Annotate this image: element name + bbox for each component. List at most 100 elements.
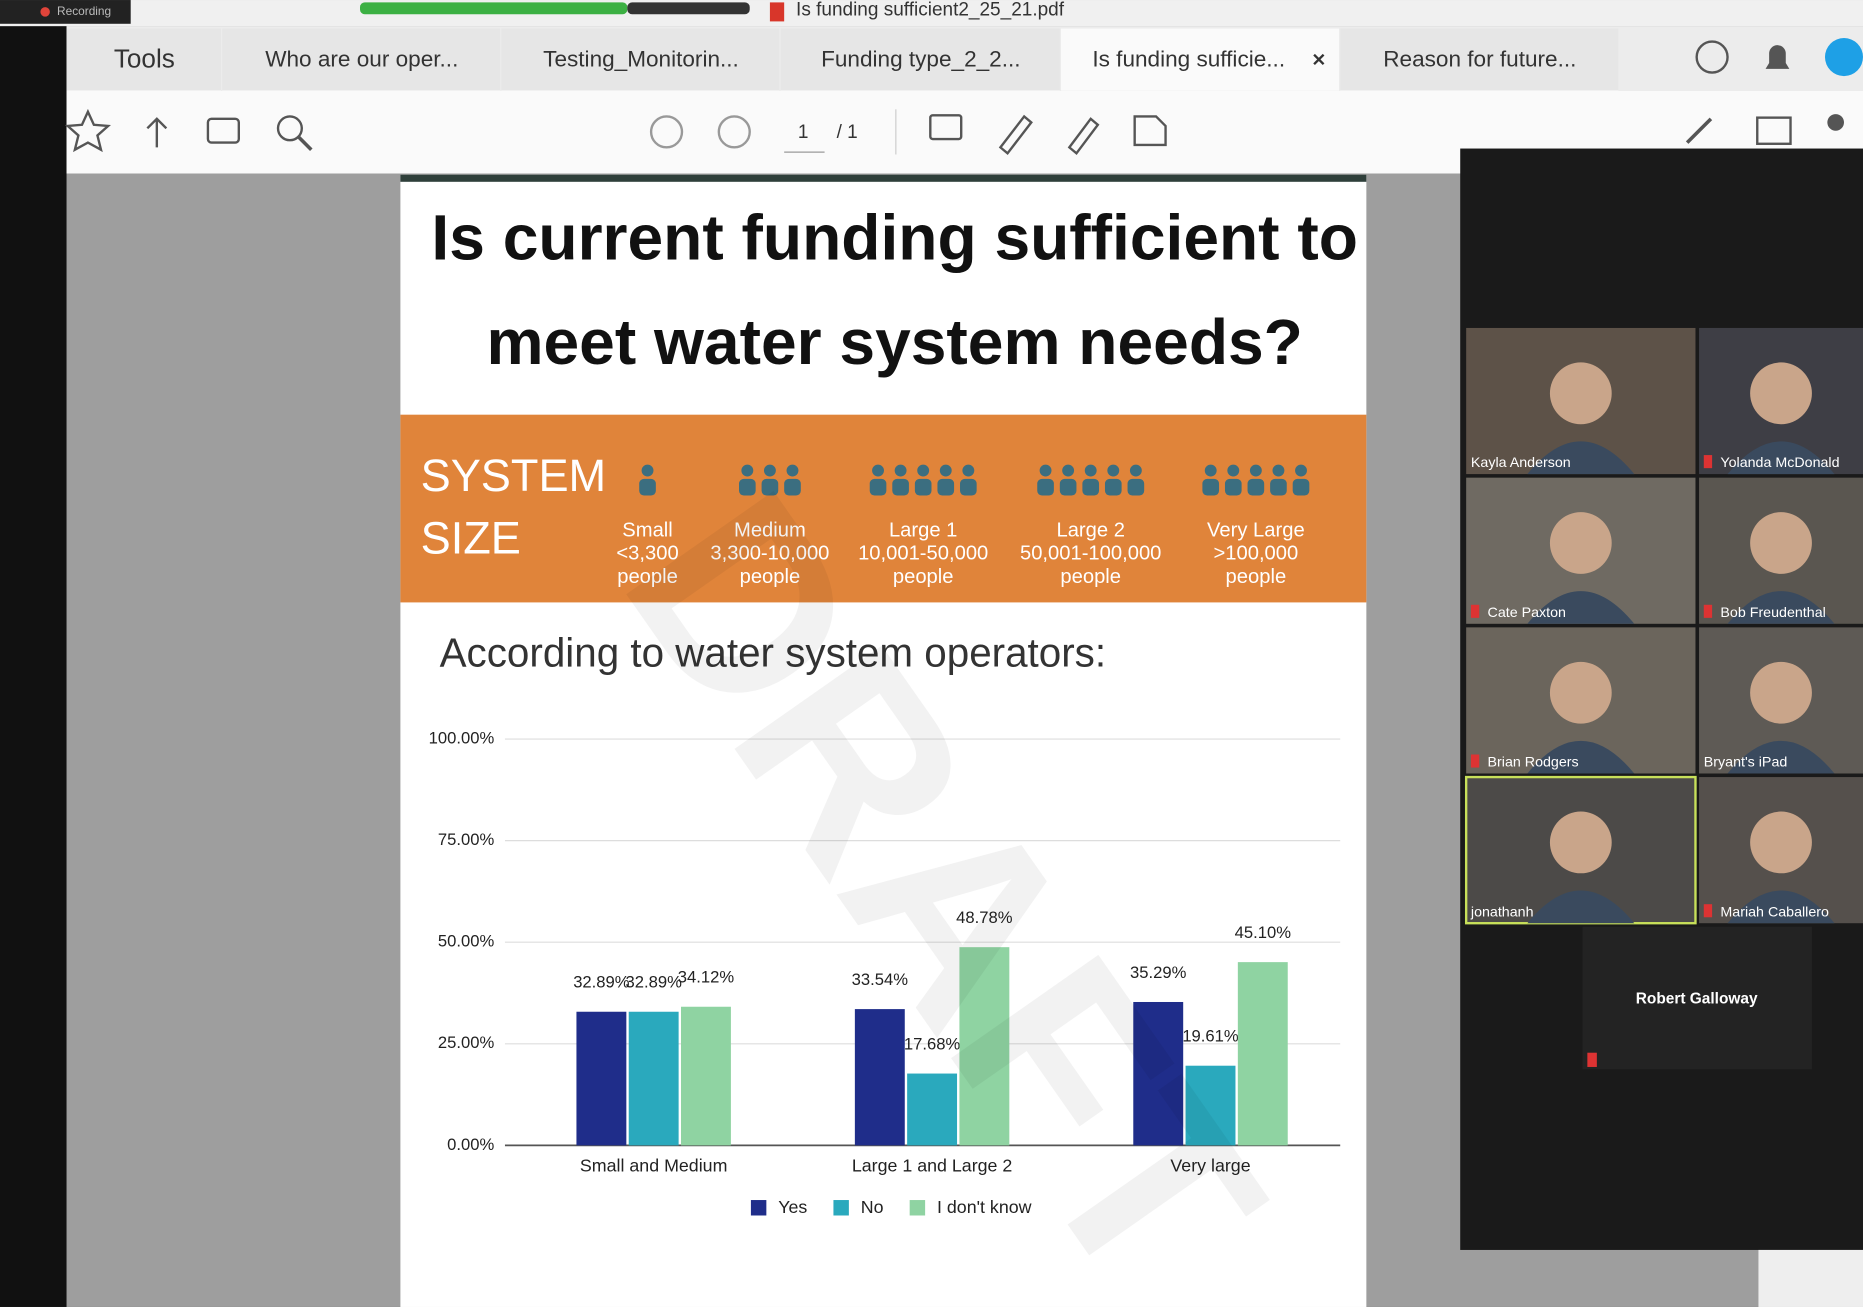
slide-title: meet water system needs? [486, 306, 1302, 378]
person-icon [1062, 465, 1074, 477]
mute-icon [1704, 605, 1712, 618]
person-icon [1270, 479, 1287, 496]
participant-name: Cate Paxton [1488, 605, 1566, 621]
slide-top-rule [400, 175, 1366, 182]
person-icon [639, 479, 656, 496]
participant-name: Bryant's iPad [1704, 755, 1788, 771]
person-icon [895, 465, 907, 477]
video-face [1750, 812, 1812, 874]
person-icon [1202, 479, 1219, 496]
mute-icon [1471, 605, 1479, 618]
video-face [1550, 362, 1612, 424]
person-icon [892, 479, 909, 496]
person-icon [872, 465, 884, 477]
left-strip [0, 0, 67, 1307]
bar [576, 1012, 626, 1146]
tab-label[interactable]: Is funding sufficie... [1092, 47, 1285, 72]
bar [629, 1012, 679, 1146]
status-pill [360, 2, 627, 14]
y-tick-label: 0.00% [447, 1135, 494, 1154]
value-label: 32.89% [625, 973, 682, 992]
size-label: people [1226, 566, 1287, 588]
size-label: Large 1 [889, 519, 957, 541]
page: Screenshot {"recording": "Recording", "f… [0, 0, 1863, 1307]
page-input[interactable]: 1 [798, 122, 809, 143]
avatar[interactable] [1825, 38, 1863, 76]
size-label: people [1060, 566, 1121, 588]
tab-label[interactable]: Funding type_2_2... [821, 47, 1020, 72]
mute-icon [1704, 455, 1712, 468]
video-face [1550, 662, 1612, 724]
size-label: Large 2 [1056, 519, 1124, 541]
pdf-icon [770, 2, 784, 21]
person-icon [1107, 465, 1119, 477]
person-icon [1105, 479, 1122, 496]
participant-name: Brian Rodgers [1488, 755, 1579, 771]
legend-label: No [861, 1197, 884, 1217]
value-label: 32.89% [573, 973, 630, 992]
size-label: Small [622, 519, 672, 541]
person-icon [1128, 479, 1145, 496]
tab-label[interactable]: Testing_Monitorin... [543, 47, 739, 72]
person-icon [915, 479, 932, 496]
person-icon [1037, 479, 1054, 496]
tab-label[interactable]: Who are our oper... [265, 47, 458, 72]
person-icon [1225, 479, 1242, 496]
recording-dot [40, 7, 50, 17]
person-icon [1082, 479, 1099, 496]
banner-label: SIZE [421, 513, 521, 564]
person-icon [1293, 479, 1310, 496]
body: Recording Is funding sufficient2_25_21.p… [0, 0, 1863, 1307]
banner-label: SYSTEM [421, 450, 607, 501]
screenshot: Recording Is funding sufficient2_25_21.p… [0, 0, 1863, 1307]
status-pill [627, 2, 749, 14]
y-tick-label: 75.00% [438, 830, 495, 849]
participant-name: Mariah Caballero [1720, 904, 1829, 920]
x-tick-label: Small and Medium [580, 1155, 728, 1175]
tabs: Tools Who are our oper... Testing_Monitori… [67, 29, 1619, 91]
legend-label: Yes [778, 1197, 807, 1217]
person-icon [1130, 465, 1142, 477]
person-icon [1227, 465, 1239, 477]
mute-icon [1471, 754, 1479, 767]
size-label: 50,001-100,000 [1020, 543, 1161, 565]
person-icon [960, 479, 977, 496]
video-face [1750, 362, 1812, 424]
video-face [1550, 512, 1612, 574]
slide-title: Is current funding sufficient to [431, 201, 1357, 273]
scrollbar [1758, 1250, 1863, 1307]
mute-icon [1704, 904, 1712, 917]
size-label: >100,000 [1213, 543, 1298, 565]
y-tick-label: 25.00% [438, 1033, 495, 1052]
y-tick-label: 100.00% [429, 728, 495, 747]
person-icon [937, 479, 954, 496]
person-icon [1248, 479, 1265, 496]
person-icon [1060, 479, 1077, 496]
speaker-name: Robert Galloway [1636, 990, 1758, 1007]
person-icon [917, 465, 929, 477]
recording-label: Recording [57, 4, 111, 18]
person-icon [1205, 465, 1217, 477]
person-icon [962, 465, 974, 477]
participant-name: Yolanda McDonald [1720, 455, 1839, 471]
person-icon [1250, 465, 1262, 477]
file-name: Is funding sufficient2_25_21.pdf [796, 0, 1065, 21]
mute-icon [1587, 1053, 1597, 1067]
size-label: Very Large [1207, 519, 1305, 541]
video-face [1750, 512, 1812, 574]
tab-label[interactable]: Tools [114, 44, 175, 74]
y-tick-label: 50.00% [438, 932, 495, 951]
legend-swatch [833, 1200, 848, 1215]
share-icon[interactable] [1827, 114, 1844, 131]
tab-label[interactable]: Reason for future... [1383, 47, 1576, 72]
legend-swatch [751, 1200, 766, 1215]
participant-name: Bob Freudenthal [1720, 605, 1825, 621]
page-total: / 1 [837, 122, 858, 143]
person-icon [870, 479, 887, 496]
video-face [1750, 662, 1812, 724]
person-icon [1040, 465, 1052, 477]
person-icon [940, 465, 952, 477]
person-icon [1272, 465, 1284, 477]
person-icon [642, 465, 654, 477]
participant-name: jonathanh [1470, 904, 1534, 920]
